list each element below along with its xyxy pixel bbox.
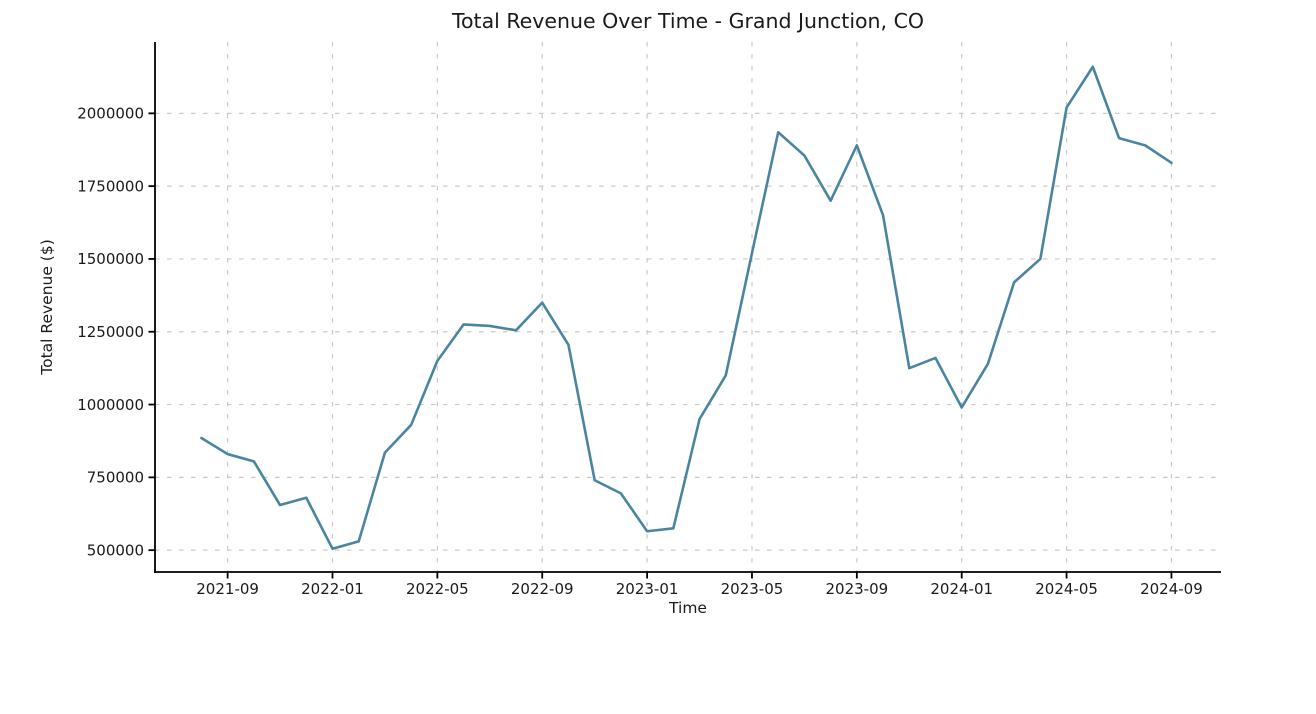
y-tick-label: 750000	[87, 469, 144, 487]
x-tick-label: 2024-01	[930, 580, 993, 598]
y-tick-label: 1750000	[77, 177, 144, 195]
y-tick-label: 2000000	[77, 105, 144, 123]
x-tick-label: 2024-05	[1035, 580, 1098, 598]
y-grid-lines	[155, 112, 1221, 551]
y-tick-label: 1250000	[77, 323, 144, 341]
axes-spines	[154, 42, 1221, 573]
x-tick-label: 2021-09	[196, 580, 259, 598]
y-tick-label: 500000	[87, 541, 144, 559]
chart-title: Total Revenue Over Time - Grand Junction…	[451, 9, 924, 33]
y-tick-label: 1500000	[77, 250, 144, 268]
x-tick-label: 2022-09	[511, 580, 574, 598]
y-tick-labels: 500000 750000 1000000 1250000 1500000 1750000…	[77, 105, 144, 560]
x-tick-label: 2023-01	[616, 580, 679, 598]
revenue-line-series	[200, 65, 1173, 550]
x-tick-label: 2024-09	[1140, 580, 1203, 598]
x-axis-label: Time	[668, 599, 707, 617]
x-tick-label: 2023-09	[825, 580, 888, 598]
axis-ticks	[148, 112, 1173, 579]
x-tick-label: 2022-01	[301, 580, 364, 598]
x-tick-label: 2023-05	[721, 580, 784, 598]
x-tick-label: 2022-05	[406, 580, 469, 598]
x-tick-labels: 2021-09 2022-01 2022-05 2022-09 2023-01 2023-…	[196, 580, 1203, 598]
y-tick-label: 1000000	[77, 396, 144, 414]
x-grid-lines	[227, 42, 1173, 572]
y-axis-label: Total Revenue ($)	[38, 239, 56, 376]
